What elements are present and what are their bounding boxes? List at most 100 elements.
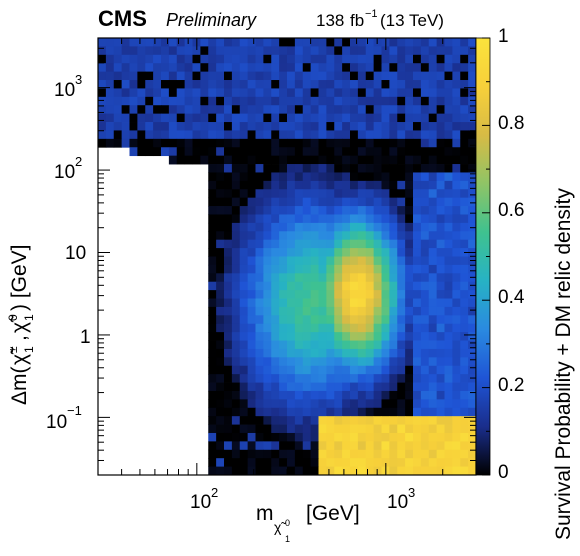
heatmap-cell — [420, 63, 430, 73]
heatmap-cell — [302, 147, 312, 157]
heatmap-cell — [428, 71, 438, 81]
heatmap-cell — [452, 441, 461, 451]
heatmap-cell — [397, 458, 406, 467]
heatmap-cell — [365, 332, 375, 341]
heatmap-cell — [373, 424, 382, 434]
heatmap-cell — [216, 382, 225, 392]
heatmap-cell — [326, 155, 335, 165]
heatmap-cell — [271, 332, 280, 341]
heatmap-cell — [460, 54, 469, 64]
heatmap-cell — [208, 248, 217, 257]
heatmap-cell — [224, 88, 233, 98]
heatmap-cell — [302, 256, 312, 266]
heatmap-cell — [302, 189, 312, 199]
heatmap-cell — [373, 348, 382, 358]
heatmap-cell — [342, 214, 351, 224]
heatmap-cell — [168, 155, 178, 165]
heatmap-cell — [287, 147, 296, 157]
heatmap-cell — [192, 80, 201, 89]
heatmap-cell — [208, 281, 217, 291]
heatmap-cell — [389, 180, 398, 190]
heatmap-cell — [428, 458, 438, 467]
heatmap-cell — [247, 374, 256, 383]
heatmap-cell — [129, 105, 138, 115]
heatmap-cell — [224, 256, 233, 266]
heatmap-cell — [436, 38, 445, 47]
heatmap-cell — [350, 256, 359, 266]
heatmap-cell — [436, 180, 445, 190]
heatmap-cell — [247, 432, 256, 442]
heatmap-cell — [176, 54, 186, 64]
heatmap-cell — [137, 88, 146, 98]
heatmap-cell — [216, 46, 225, 56]
heatmap-cell — [294, 63, 304, 73]
heatmap-cell — [105, 38, 115, 47]
heatmap-cell — [247, 382, 256, 392]
heatmap-cell — [255, 239, 264, 249]
heatmap-cell — [326, 63, 335, 73]
heatmap-cell — [279, 46, 288, 56]
heatmap-cell — [389, 197, 398, 207]
svg-text:1: 1 — [22, 346, 36, 353]
heatmap-cell — [302, 374, 312, 383]
heatmap-cell — [397, 332, 406, 341]
heatmap-cell — [310, 46, 319, 56]
heatmap-cell — [208, 63, 217, 73]
heatmap-cell — [271, 264, 280, 274]
heatmap-cell — [161, 54, 170, 64]
heatmap-cell — [318, 88, 327, 98]
heatmap-cell — [405, 54, 414, 64]
heatmap-cell — [436, 432, 445, 442]
heatmap-cell — [381, 180, 390, 190]
heatmap-cell — [239, 46, 249, 56]
heatmap-cell — [168, 105, 178, 115]
heatmap-cell — [350, 441, 359, 451]
heatmap-cell — [373, 147, 382, 157]
heatmap-cell — [365, 122, 375, 131]
heatmap-cell — [176, 155, 186, 165]
heatmap-cell — [239, 348, 249, 358]
heatmap-cell — [216, 273, 225, 283]
heatmap-cell — [436, 441, 445, 451]
heatmap-cell — [263, 96, 272, 106]
heatmap-cell — [460, 407, 469, 417]
heatmap-cell — [405, 96, 414, 106]
heatmap-cell — [389, 382, 398, 392]
heatmap-cell — [318, 315, 327, 325]
heatmap-cell — [294, 432, 304, 442]
heatmap-cell — [247, 315, 256, 325]
heatmap-cell — [357, 281, 367, 291]
heatmap-cell — [428, 390, 438, 400]
heatmap-cell — [161, 147, 170, 157]
heatmap-cell — [271, 273, 280, 283]
heatmap-cell — [436, 164, 445, 173]
heatmap-cell — [255, 96, 264, 106]
heatmap-cell — [365, 71, 375, 81]
heatmap-cell — [397, 432, 406, 442]
heatmap-cell — [310, 38, 319, 47]
heatmap-cell — [381, 231, 390, 241]
heatmap-cell — [318, 172, 327, 182]
heatmap-cell — [294, 113, 304, 123]
heatmap-cell — [208, 88, 217, 98]
z-tick-label-0.2: 0.2 — [498, 375, 524, 396]
heatmap-cell — [200, 147, 209, 157]
heatmap-cell — [271, 122, 280, 131]
heatmap-cell — [318, 390, 327, 400]
heatmap-cell — [224, 424, 233, 434]
heatmap-cell — [247, 407, 256, 417]
heatmap-cell — [436, 424, 445, 434]
heatmap-cell — [389, 71, 398, 81]
heatmap-cell — [373, 88, 382, 98]
heatmap-cell — [255, 281, 264, 291]
heatmap-cell — [129, 96, 138, 106]
heatmap-cell — [420, 105, 430, 115]
heatmap-cell — [342, 180, 351, 190]
heatmap-cell — [389, 432, 398, 442]
heatmap-cell — [318, 281, 327, 291]
heatmap-cell — [452, 214, 461, 224]
heatmap-cell — [444, 357, 453, 367]
heatmap-cell — [326, 80, 335, 89]
heatmap-cell — [373, 382, 382, 392]
heatmap-cell — [389, 138, 398, 148]
